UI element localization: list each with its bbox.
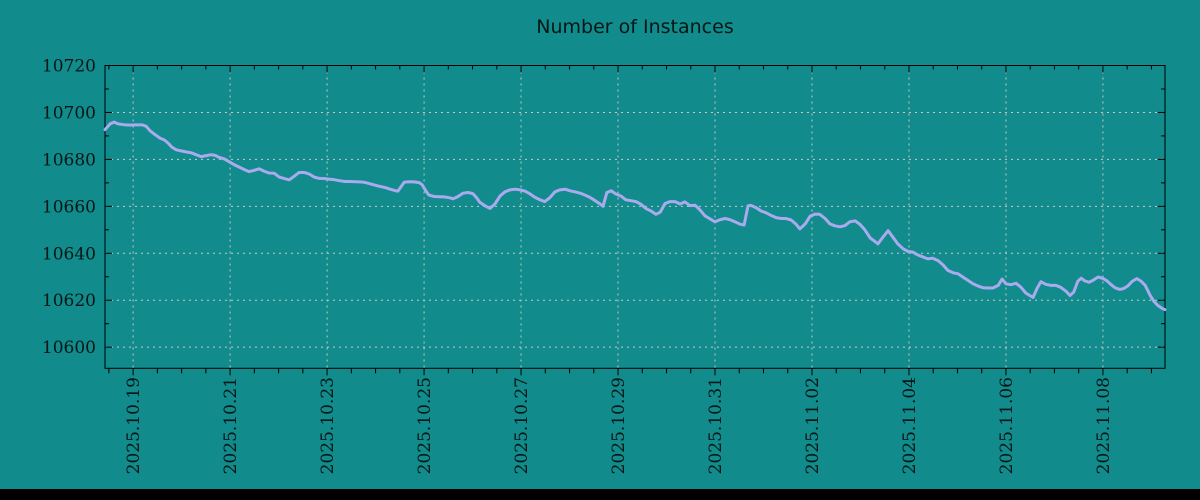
y-tick-label: 10700 bbox=[42, 103, 96, 123]
x-tick-label: 2025.11.02 bbox=[803, 377, 823, 474]
y-tick-label: 10600 bbox=[42, 338, 96, 358]
y-tick-label: 10660 bbox=[42, 197, 96, 217]
plot-border bbox=[104, 65, 1166, 369]
data-line-instances bbox=[103, 120, 1167, 312]
y-tick-label: 10620 bbox=[42, 291, 96, 311]
x-tick-label: 2025.10.21 bbox=[221, 377, 241, 474]
x-tick-label: 2025.10.31 bbox=[706, 377, 726, 474]
x-tick-label: 2025.10.23 bbox=[318, 377, 338, 474]
chart-title: Number of Instances bbox=[536, 16, 734, 38]
y-tick-label: 10640 bbox=[42, 244, 96, 264]
x-tick-label: 2025.10.19 bbox=[124, 377, 144, 474]
x-tick-label: 2025.11.04 bbox=[900, 377, 920, 474]
x-tick-label: 2025.11.06 bbox=[997, 377, 1017, 474]
x-tick-label: 2025.11.08 bbox=[1094, 377, 1114, 474]
x-tick-label: 2025.10.27 bbox=[512, 377, 532, 474]
x-tick-label: 2025.10.29 bbox=[609, 377, 629, 474]
x-tick-label: 2025.10.25 bbox=[415, 377, 435, 474]
bottom-black-bar bbox=[0, 489, 1200, 500]
y-tick-label: 10720 bbox=[42, 57, 96, 77]
y-tick-label: 10680 bbox=[42, 150, 96, 170]
